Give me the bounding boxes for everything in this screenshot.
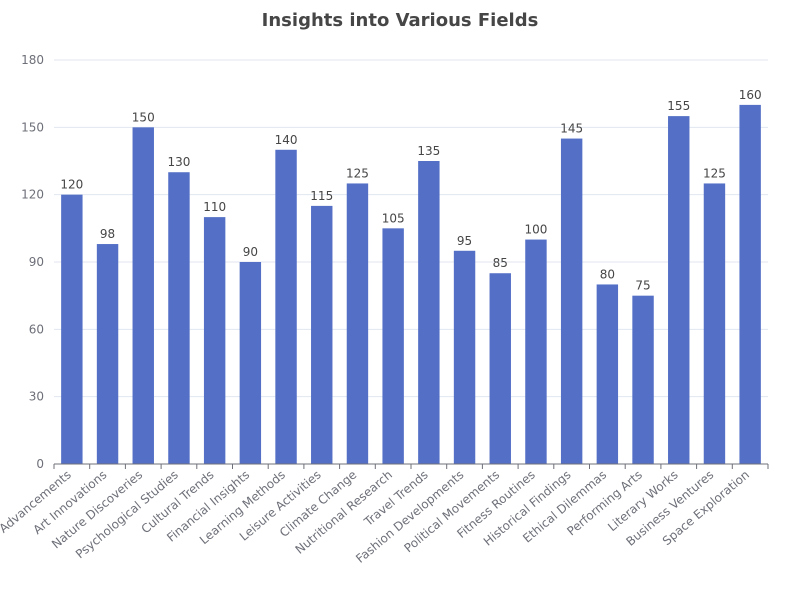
chart-title: Insights into Various Fields <box>261 10 539 31</box>
bar <box>132 127 154 464</box>
data-label: 155 <box>667 99 690 113</box>
bar <box>703 183 726 464</box>
y-tick-label: 150 <box>21 120 44 134</box>
data-label: 125 <box>703 166 726 180</box>
bar <box>668 116 690 464</box>
data-label: 110 <box>203 200 226 214</box>
data-label: 160 <box>739 88 762 102</box>
bar <box>239 262 262 464</box>
data-label: 85 <box>493 256 508 270</box>
data-label: 75 <box>635 279 650 293</box>
bar <box>61 194 83 464</box>
bar <box>418 161 440 464</box>
bar <box>739 104 761 464</box>
bar <box>453 250 476 464</box>
y-tick-label: 180 <box>21 53 44 67</box>
data-label: 120 <box>60 178 83 192</box>
data-label: 135 <box>417 144 440 158</box>
data-label: 95 <box>457 234 472 248</box>
data-label: 98 <box>100 227 115 241</box>
data-label: 125 <box>346 166 369 180</box>
y-tick-label: 120 <box>21 188 44 202</box>
data-label: 115 <box>310 189 333 203</box>
bar <box>525 239 547 464</box>
bar <box>489 273 511 464</box>
data-label: 80 <box>600 267 615 281</box>
bar <box>596 284 619 464</box>
bar <box>275 149 297 464</box>
bar <box>346 183 369 464</box>
bar <box>382 228 404 464</box>
data-label: 140 <box>275 133 298 147</box>
bar <box>560 138 583 465</box>
data-label: 90 <box>243 245 258 259</box>
data-label: 145 <box>560 122 583 136</box>
y-tick-label: 60 <box>29 322 44 336</box>
data-label: 150 <box>132 110 155 124</box>
bar <box>203 217 226 464</box>
data-label: 105 <box>382 211 405 225</box>
y-tick-label: 30 <box>29 390 44 404</box>
bar <box>311 205 333 464</box>
y-tick-label: 90 <box>29 255 44 269</box>
data-label: 130 <box>167 155 190 169</box>
data-label: 100 <box>524 223 547 237</box>
y-tick-label: 0 <box>36 457 44 471</box>
bar <box>96 244 119 464</box>
bar <box>168 172 190 464</box>
bar <box>632 295 654 464</box>
